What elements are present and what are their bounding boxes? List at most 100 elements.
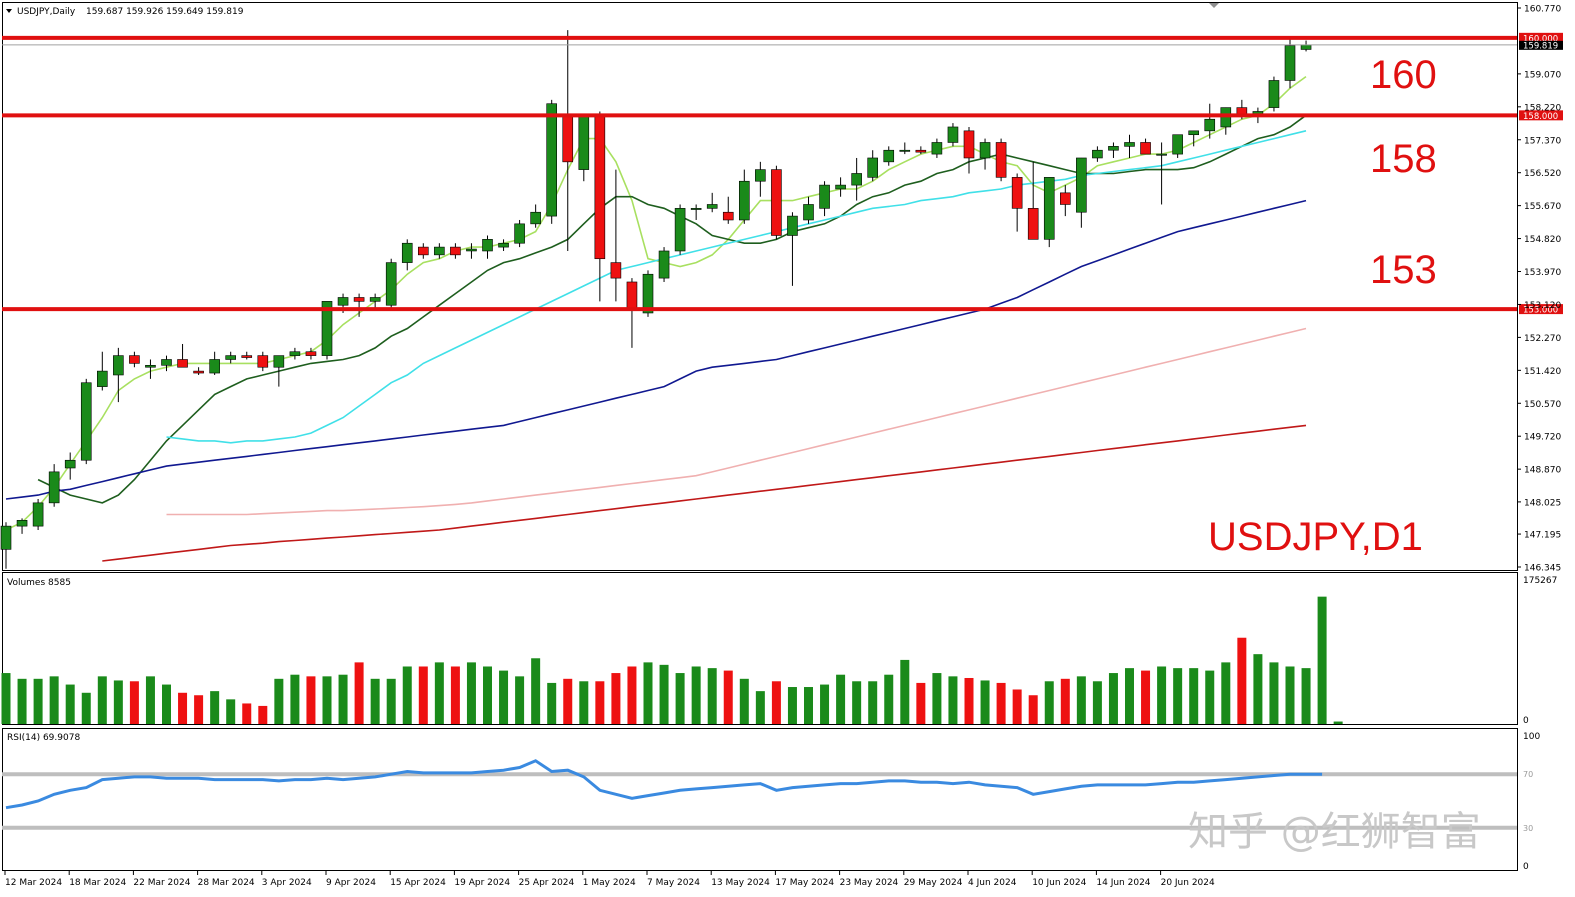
candle-body-bull [642,273,654,314]
price-tick-label: 148.870 [1524,466,1561,476]
candle-body-bear [1060,192,1071,205]
chart-header-symbol: USDJPY,Daily [17,7,76,17]
volume-bar [531,658,541,724]
candle [1043,177,1055,248]
candle-body-bear [417,246,429,256]
candle-body-bull [1188,130,1199,136]
candle [867,150,879,182]
volume-bar [113,680,123,724]
price-tick-label: 150.570 [1524,400,1561,410]
candle [658,247,670,282]
candle-body-bull [706,204,718,209]
candle-body-bear [1140,142,1151,155]
date-tick-label: 29 May 2024 [904,878,963,888]
candle [1027,161,1039,240]
annotation-153: 153 [1370,248,1437,292]
rsi-bottom-label: 0 [1523,862,1529,872]
volume-bar [611,673,621,724]
candle [32,498,44,530]
candle-body-bear [626,281,638,310]
volume-bar [787,687,797,724]
candle-body-bear [305,351,317,356]
candle-body-bear [177,359,188,368]
date-tick-label: 13 May 2024 [711,878,770,888]
volume-bar [258,705,268,724]
candle-body-bull [401,242,413,263]
date-tick-label: 18 Mar 2024 [69,878,126,888]
price-tick-label: 159.070 [1524,70,1561,80]
price-tick-label: 157.370 [1524,136,1561,146]
candle-body-bull [1156,153,1167,156]
candle-body-bull [1092,149,1103,159]
candle-body-bull [64,459,76,469]
volume-bar [852,681,862,724]
price-tick-label: 153.970 [1524,268,1561,278]
date-tick-label: 9 Apr 2024 [326,878,376,888]
candle [450,243,461,259]
candle-body-bear [915,149,927,153]
volume-bar [836,674,846,724]
volume-bar [306,676,316,724]
volume-bar [81,692,91,724]
rsi-level-label: 70 [1523,770,1533,779]
candle [722,196,734,224]
candle [1124,134,1135,158]
candle-body-bear [353,297,365,302]
candle [706,192,718,213]
volume-bar [1044,681,1054,724]
date-tick-label: 25 Apr 2024 [519,878,575,888]
volume-bar [1108,673,1118,724]
volume-bar [1028,695,1038,724]
candle [530,204,541,228]
candle-body-bull [482,239,493,252]
volume-bar [1141,670,1151,724]
volume-bar [884,674,894,724]
candle-body-bear [193,370,204,374]
candle [353,293,365,317]
volume-bar [1125,668,1134,724]
candle [1188,130,1199,147]
volume-bar [1205,670,1215,724]
candle-body-bear [722,211,734,221]
date-tick-label: 23 May 2024 [840,878,899,888]
candle-body-bull [97,370,108,387]
volume-bar [820,684,830,724]
volume-bar [97,676,107,724]
menu-arrow-icon[interactable] [6,9,12,13]
candle [771,165,782,240]
volume-bar [210,691,220,724]
price-axis: 160.770 159.070 158.220 157.370 156.520 155.6… [1517,5,1561,574]
candle [401,239,413,271]
chart-shift-marker[interactable] [1209,3,1219,8]
candle [193,367,204,375]
candle-body-bear [610,262,622,279]
candle-body-bull [225,355,236,360]
date-axis: 12 Mar 2024 18 Mar 2024 22 Mar 2024 28 Mar … [4,871,1215,888]
candle-body-bull [466,248,477,252]
volume-bar [1012,689,1022,724]
rsi-layer: 70 30 [2,759,1533,833]
candle-body-bull [289,351,301,356]
candle-body-bull [321,301,333,356]
date-tick-label: 12 Mar 2024 [5,878,62,888]
level-lines-layer: 160.000 158.000 153.000 159.819 [2,32,1563,316]
level-price-tag-label: 153.000 [1523,306,1558,316]
volume-bar [1076,676,1086,724]
volume-bar [996,682,1006,724]
date-tick-label: 1 May 2024 [583,878,636,888]
volume-bar [771,681,781,724]
candle [16,518,28,534]
candle-body-bull [1043,177,1055,240]
volume-bar [434,662,444,724]
candle-body-bear [450,246,461,256]
candle [995,138,1007,182]
volume-panel-label: Volumes 8585 [7,578,71,588]
volume-bar [402,666,412,724]
level-price-tag-label: 158.000 [1523,112,1558,122]
volume-bar [1221,662,1231,724]
volume-bar [194,695,204,724]
candle-body-bull [80,382,92,461]
candle-body-bull [1124,142,1135,147]
rsi-top-label: 100 [1523,732,1540,742]
candle [1204,103,1216,139]
